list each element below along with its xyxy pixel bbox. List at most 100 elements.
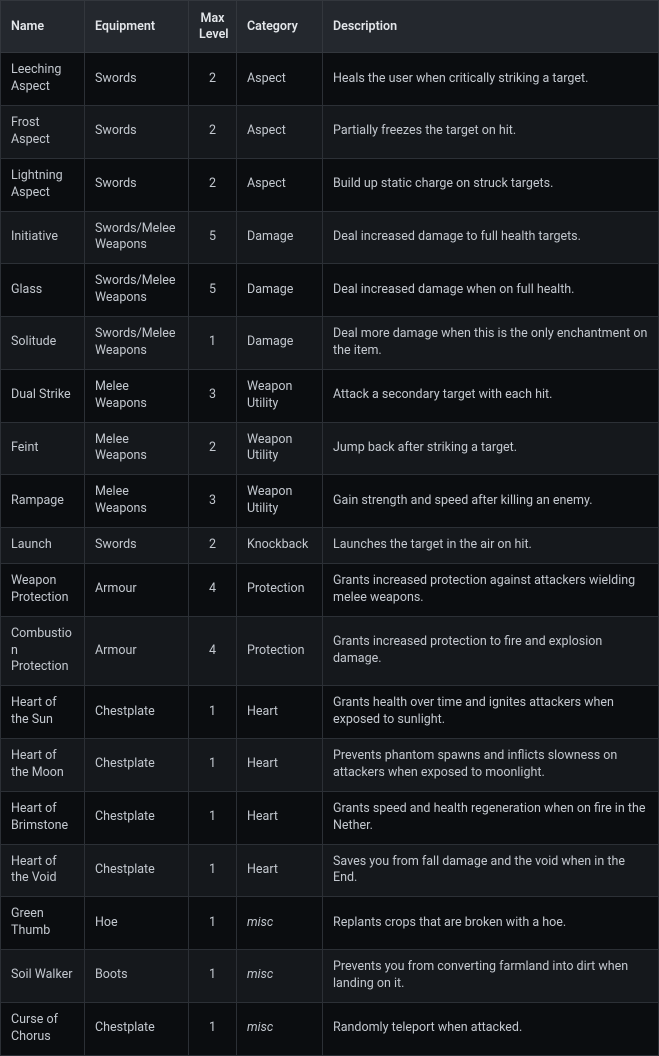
- cell-description: Build up static charge on struck targets…: [323, 158, 659, 211]
- cell-description: Prevents phantom spawns and inflicts slo…: [323, 739, 659, 792]
- table-row: Heart of the VoidChestplate1HeartSaves y…: [1, 844, 659, 897]
- col-header-desc[interactable]: Description: [323, 1, 659, 53]
- table-row: LaunchSwords2KnockbackLaunches the targe…: [1, 528, 659, 564]
- cell-category: Heart: [237, 791, 323, 844]
- table-row: FeintMelee Weapons2Weapon UtilityJump ba…: [1, 422, 659, 475]
- cell-description: Grants increased protection to fire and …: [323, 616, 659, 686]
- cell-name: Feint: [1, 422, 85, 475]
- col-header-maxlevel[interactable]: Max Level: [189, 1, 237, 53]
- cell-category: Damage: [237, 317, 323, 370]
- col-header-category[interactable]: Category: [237, 1, 323, 53]
- cell-description: Launches the target in the air on hit.: [323, 528, 659, 564]
- cell-name: Frost Aspect: [1, 106, 85, 159]
- cell-name: Lightning Aspect: [1, 158, 85, 211]
- cell-name: Rampage: [1, 475, 85, 528]
- cell-description: Heals the user when critically striking …: [323, 53, 659, 106]
- cell-maxlevel: 1: [189, 791, 237, 844]
- cell-description: Partially freezes the target on hit.: [323, 106, 659, 159]
- cell-equipment: Armour: [85, 563, 189, 616]
- cell-equipment: Swords/Melee Weapons: [85, 264, 189, 317]
- table-row: Leeching AspectSwords2AspectHeals the us…: [1, 53, 659, 106]
- cell-equipment: Boots: [85, 950, 189, 1003]
- table-row: Heart of the MoonChestplate1HeartPrevent…: [1, 739, 659, 792]
- cell-description: Attack a secondary target with each hit.: [323, 369, 659, 422]
- cell-maxlevel: 1: [189, 1002, 237, 1055]
- cell-equipment: Hoe: [85, 897, 189, 950]
- cell-category: Heart: [237, 686, 323, 739]
- cell-category: Damage: [237, 264, 323, 317]
- table-header: Name Equipment Max Level Category Descri…: [1, 1, 659, 53]
- cell-name: Glass: [1, 264, 85, 317]
- cell-equipment: Chestplate: [85, 844, 189, 897]
- cell-maxlevel: 1: [189, 950, 237, 1003]
- cell-category: Knockback: [237, 528, 323, 564]
- cell-category: misc: [237, 1002, 323, 1055]
- table-row: SolitudeSwords/Melee Weapons1DamageDeal …: [1, 317, 659, 370]
- cell-name: Initiative: [1, 211, 85, 264]
- cell-category: misc: [237, 950, 323, 1003]
- cell-maxlevel: 3: [189, 475, 237, 528]
- cell-category: Protection: [237, 563, 323, 616]
- cell-name: Heart of Brimstone: [1, 791, 85, 844]
- cell-equipment: Swords/Melee Weapons: [85, 211, 189, 264]
- cell-maxlevel: 4: [189, 563, 237, 616]
- cell-description: Randomly teleport when attacked.: [323, 1002, 659, 1055]
- cell-maxlevel: 1: [189, 317, 237, 370]
- cell-equipment: Swords: [85, 158, 189, 211]
- cell-maxlevel: 1: [189, 897, 237, 950]
- table-row: InitiativeSwords/Melee Weapons5DamageDea…: [1, 211, 659, 264]
- cell-description: Saves you from fall damage and the void …: [323, 844, 659, 897]
- cell-category: Aspect: [237, 53, 323, 106]
- cell-name: Launch: [1, 528, 85, 564]
- table-row: RampageMelee Weapons3Weapon UtilityGain …: [1, 475, 659, 528]
- cell-maxlevel: 5: [189, 264, 237, 317]
- cell-category: misc: [237, 897, 323, 950]
- table-row: Weapon ProtectionArmour4ProtectionGrants…: [1, 563, 659, 616]
- cell-maxlevel: 2: [189, 422, 237, 475]
- cell-category: Heart: [237, 844, 323, 897]
- header-row: Name Equipment Max Level Category Descri…: [1, 1, 659, 53]
- cell-equipment: Melee Weapons: [85, 475, 189, 528]
- cell-maxlevel: 1: [189, 844, 237, 897]
- cell-description: Grants speed and health regeneration whe…: [323, 791, 659, 844]
- cell-equipment: Chestplate: [85, 686, 189, 739]
- cell-equipment: Swords/Melee Weapons: [85, 317, 189, 370]
- cell-name: Combustion Protection: [1, 616, 85, 686]
- enchantments-table: Name Equipment Max Level Category Descri…: [0, 0, 659, 1056]
- cell-description: Deal more damage when this is the only e…: [323, 317, 659, 370]
- table-row: Frost AspectSwords2AspectPartially freez…: [1, 106, 659, 159]
- cell-name: Green Thumb: [1, 897, 85, 950]
- cell-equipment: Chestplate: [85, 739, 189, 792]
- cell-name: Soil Walker: [1, 950, 85, 1003]
- table-row: Combustion ProtectionArmour4ProtectionGr…: [1, 616, 659, 686]
- col-header-equipment[interactable]: Equipment: [85, 1, 189, 53]
- cell-name: Weapon Protection: [1, 563, 85, 616]
- table-row: Lightning AspectSwords2AspectBuild up st…: [1, 158, 659, 211]
- cell-category: Damage: [237, 211, 323, 264]
- cell-name: Heart of the Void: [1, 844, 85, 897]
- cell-category: Aspect: [237, 106, 323, 159]
- cell-maxlevel: 5: [189, 211, 237, 264]
- cell-description: Gain strength and speed after killing an…: [323, 475, 659, 528]
- cell-description: Replants crops that are broken with a ho…: [323, 897, 659, 950]
- cell-description: Deal increased damage when on full healt…: [323, 264, 659, 317]
- table-row: Heart of the SunChestplate1HeartGrants h…: [1, 686, 659, 739]
- cell-category: Heart: [237, 739, 323, 792]
- table-row: GlassSwords/Melee Weapons5DamageDeal inc…: [1, 264, 659, 317]
- cell-equipment: Melee Weapons: [85, 422, 189, 475]
- table-body: Leeching AspectSwords2AspectHeals the us…: [1, 53, 659, 1055]
- cell-maxlevel: 2: [189, 528, 237, 564]
- cell-name: Dual Strike: [1, 369, 85, 422]
- cell-maxlevel: 3: [189, 369, 237, 422]
- cell-category: Weapon Utility: [237, 422, 323, 475]
- table-row: Soil WalkerBoots1miscPrevents you from c…: [1, 950, 659, 1003]
- cell-equipment: Chestplate: [85, 791, 189, 844]
- cell-equipment: Melee Weapons: [85, 369, 189, 422]
- cell-equipment: Chestplate: [85, 1002, 189, 1055]
- cell-maxlevel: 1: [189, 686, 237, 739]
- cell-category: Weapon Utility: [237, 475, 323, 528]
- cell-equipment: Swords: [85, 53, 189, 106]
- table-row: Dual StrikeMelee Weapons3Weapon UtilityA…: [1, 369, 659, 422]
- cell-description: Deal increased damage to full health tar…: [323, 211, 659, 264]
- col-header-name[interactable]: Name: [1, 1, 85, 53]
